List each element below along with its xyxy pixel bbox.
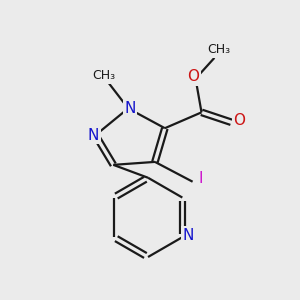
Text: N: N [183,228,194,243]
Text: I: I [198,171,203,186]
Text: CH₃: CH₃ [92,69,115,82]
Text: N: N [124,101,136,116]
Text: N: N [88,128,99,142]
Text: O: O [188,69,200,84]
Text: CH₃: CH₃ [207,44,230,56]
Text: O: O [233,113,245,128]
